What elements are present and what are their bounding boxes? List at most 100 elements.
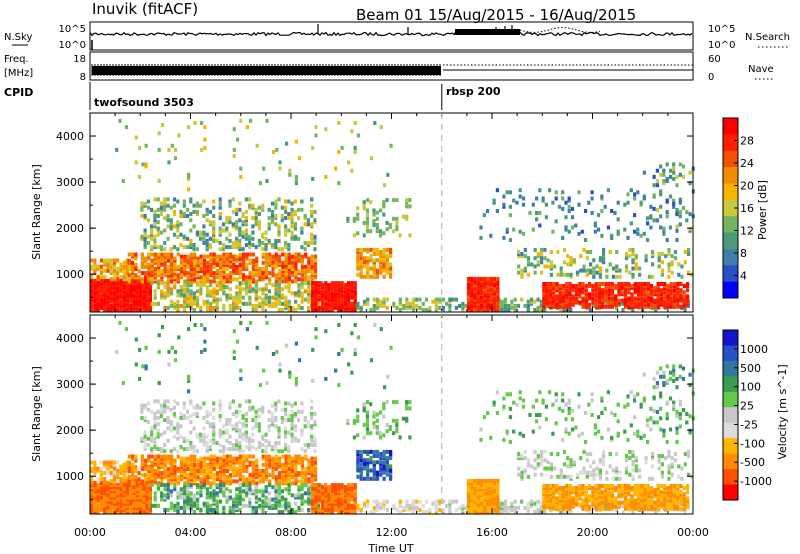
power-cell [242,273,246,278]
power-cell [317,281,321,286]
velocity-cell [116,483,120,488]
power-cell [291,269,295,274]
velocity-cell [277,464,282,469]
nsky-trace [89,28,693,37]
velocity-cell [303,443,307,447]
velocity-cell [225,475,229,480]
power-cell [389,247,393,252]
velocity-cell [142,501,146,506]
velocity-cell [163,464,167,469]
power-cell [238,299,242,304]
velocity-cell [244,424,248,429]
velocity-cell [160,456,164,461]
power-cell [637,282,641,286]
power-cell [287,269,291,274]
power-cell [347,285,351,290]
velocity-cell [202,475,206,480]
power-cell [142,295,146,300]
power-cell [594,288,598,293]
power-cell [179,254,184,259]
velocity-cell [281,464,285,469]
power-cell [466,285,471,290]
power-cell [615,268,619,273]
power-cell [651,262,655,267]
velocity-cell [284,462,288,467]
velocity-cell [195,414,199,418]
power-cell [242,267,246,271]
power-cell [428,305,432,310]
velocity-cell [122,466,126,471]
power-cell [653,304,657,309]
power-cell [90,285,94,290]
power-cell [202,224,206,229]
power-cell [245,291,249,296]
velocity-cell [125,483,130,488]
power-cell [90,264,94,269]
power-cell [538,188,542,193]
power-cell [359,252,363,256]
power-cell [559,308,563,312]
power-cell [307,293,311,298]
power-cell [659,172,663,177]
power-cell [379,250,383,254]
velocity-cell [193,462,197,467]
power-cell [630,284,634,288]
velocity-cell [300,409,304,414]
freq-panel: Freq. [MHz] 18 8 60 0 Nave [4,51,775,83]
power-cell [639,233,643,238]
power-cell [512,198,516,203]
velocity-cell [277,477,282,482]
power-cell [241,230,245,235]
power-cell [533,308,537,312]
power-cell [353,308,357,312]
velocity-cell [311,501,315,506]
power-cell [99,301,103,306]
power-cell [199,236,203,241]
velocity-cell [131,462,135,467]
power-cell [284,275,288,280]
power-cell [533,270,537,275]
power-cell [183,308,187,312]
velocity-cell [307,491,311,496]
velocity-cell [290,510,294,514]
velocity-cell [131,464,135,469]
power-cell [153,218,157,223]
power-cell [489,303,493,308]
power-cell [623,288,628,293]
power-cell [157,179,161,183]
power-cell [667,264,671,269]
velocity-cell [241,422,245,427]
velocity-cell [90,495,94,500]
power-cell [138,145,142,150]
power-cell [290,232,294,237]
power-cell [172,224,177,229]
velocity-cell [103,487,107,492]
power-cell [255,269,259,274]
power-cell [183,258,187,263]
velocity-cell [119,501,123,506]
power-cell [255,256,259,261]
power-cell [343,285,347,290]
power-cell [145,291,149,296]
power-cell [218,205,222,210]
velocity-cell [183,475,187,480]
power-cell [466,308,471,312]
power-cell [543,256,547,261]
power-cell [382,254,386,259]
power-cell [567,204,571,209]
power-cell [521,202,526,207]
power-cell [160,291,164,296]
velocity-cell [317,510,321,514]
power-cell [160,281,164,286]
power-cell [202,301,206,306]
power-cell [122,303,126,308]
velocity-cell [264,475,269,480]
velocity-cell [232,503,236,508]
power-cell [157,273,161,278]
power-cell [385,256,389,261]
velocity-cell [143,440,147,445]
power-cell [119,303,123,308]
power-cell [106,285,110,290]
power-cell [350,291,354,296]
power-cell [142,291,146,296]
